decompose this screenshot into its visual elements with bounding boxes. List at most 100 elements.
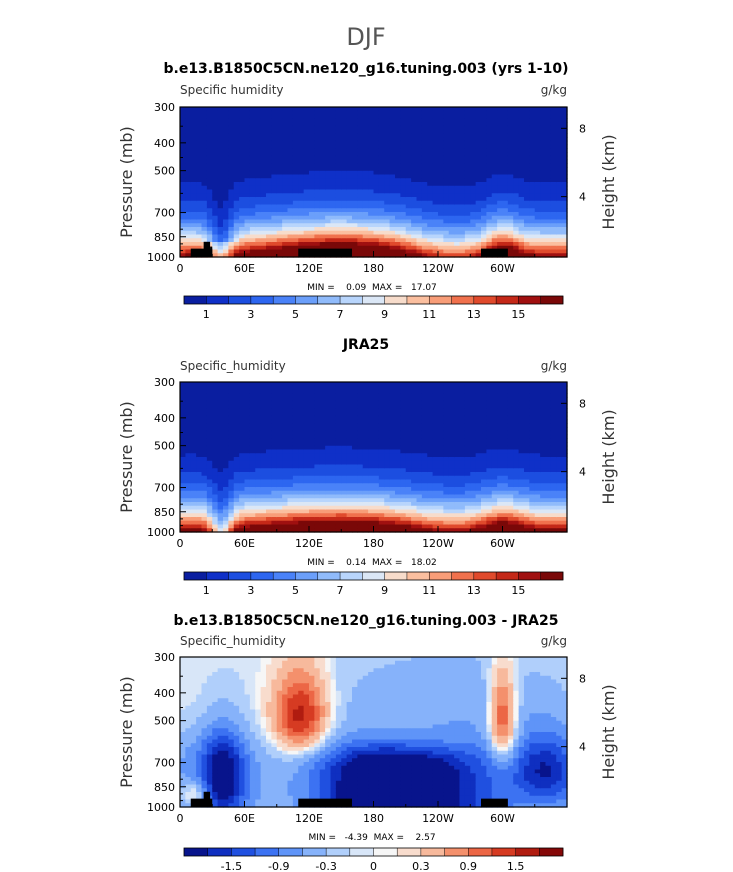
heatmap-cell	[384, 170, 391, 176]
heatmap-cell	[529, 148, 536, 153]
heatmap-cell	[459, 133, 466, 138]
heatmap-cell	[416, 125, 423, 131]
heatmap-cell	[432, 528, 439, 533]
heatmap-cell	[438, 163, 444, 168]
heatmap-cell	[421, 118, 428, 123]
heatmap-cell	[438, 460, 444, 466]
heatmap-cell	[373, 227, 380, 232]
heatmap-cell	[260, 490, 267, 496]
heatmap-cell	[303, 487, 310, 492]
heatmap-cell	[266, 393, 272, 398]
heatmap-cell	[491, 189, 498, 194]
heatmap-cell	[298, 193, 305, 198]
heatmap-cell	[217, 382, 224, 387]
heatmap-cell	[309, 193, 315, 198]
heatmap-cell	[411, 513, 418, 518]
heatmap-cell	[260, 464, 267, 469]
heatmap-cell	[368, 494, 375, 499]
heatmap-cell	[357, 125, 364, 131]
heatmap-cell	[287, 479, 294, 484]
heatmap-cell	[212, 412, 219, 417]
heatmap-cell	[287, 453, 294, 458]
heatmap-cell	[314, 385, 321, 391]
heatmap-cell	[481, 155, 487, 161]
heatmap-cell	[352, 249, 358, 254]
heatmap-cell	[513, 167, 520, 172]
heatmap-cell	[190, 174, 197, 179]
heatmap-cell	[335, 152, 342, 157]
heatmap-cell	[196, 427, 203, 432]
heatmap-cell	[228, 253, 235, 258]
heatmap-cell	[282, 464, 289, 469]
heatmap-cell	[368, 404, 375, 409]
heatmap-cell	[373, 479, 380, 484]
heatmap-cell	[303, 464, 310, 469]
heatmap-cell	[260, 415, 267, 421]
heatmap-cell	[292, 517, 299, 522]
heatmap-cell	[378, 144, 385, 149]
heatmap-cell	[185, 449, 192, 454]
heatmap-cell	[341, 479, 348, 484]
heatmap-cell	[524, 148, 530, 153]
heatmap-cell	[292, 475, 299, 481]
heatmap-cell	[518, 242, 525, 247]
heatmap-cell	[486, 114, 493, 119]
heatmap-cell	[346, 445, 353, 451]
heatmap-cell	[443, 148, 450, 153]
heatmap-cell	[309, 412, 315, 417]
heatmap-cell	[373, 118, 380, 123]
heatmap-cell	[233, 152, 240, 157]
heatmap-cell	[233, 148, 240, 153]
heatmap-cell	[255, 400, 262, 406]
heatmap-cell	[303, 122, 310, 127]
heatmap-cell	[518, 174, 525, 179]
heatmap-cell	[335, 408, 342, 413]
heatmap-cell	[292, 442, 299, 447]
heatmap-cell	[470, 140, 477, 146]
heatmap-cell	[529, 245, 536, 251]
heatmap-cell	[330, 502, 337, 507]
heatmap-cell	[524, 193, 530, 198]
heatmap-cell	[540, 238, 547, 243]
heatmap-cell	[507, 137, 514, 142]
heatmap-cell	[223, 434, 229, 439]
heatmap-cell	[201, 208, 208, 213]
heatmap-cell	[260, 129, 267, 134]
heatmap-cell	[481, 107, 487, 112]
heatmap-cell	[405, 494, 412, 499]
heatmap-cell	[352, 133, 358, 138]
heatmap-cell	[287, 430, 294, 436]
heatmap-cell	[411, 110, 418, 116]
heatmap-cell	[206, 223, 213, 228]
heatmap-cell	[223, 114, 229, 119]
heatmap-cell	[378, 385, 385, 391]
heatmap-cell	[346, 159, 353, 164]
heatmap-cell	[212, 528, 219, 533]
heatmap-cell	[180, 212, 186, 217]
heatmap-cell	[432, 502, 439, 507]
heatmap-cell	[319, 445, 326, 451]
heatmap-cell	[276, 434, 283, 439]
heatmap-cell	[395, 412, 401, 417]
heatmap-cell	[352, 215, 358, 221]
heatmap-cell	[389, 204, 396, 209]
heatmap-cell	[378, 163, 385, 168]
heatmap-cell	[486, 242, 493, 247]
heatmap-cell	[206, 182, 213, 187]
heatmap-cell	[454, 122, 461, 127]
heatmap-cell	[341, 185, 348, 191]
heatmap-cell	[421, 382, 428, 387]
heatmap-cell	[357, 385, 364, 391]
heatmap-cell	[411, 449, 418, 454]
heatmap-cell	[416, 140, 423, 146]
heatmap-cell	[497, 245, 504, 251]
heatmap-cell	[319, 520, 326, 526]
heatmap-cell	[276, 430, 283, 436]
heatmap-cell	[378, 152, 385, 157]
heatmap-cell	[292, 513, 299, 518]
heatmap-cell	[491, 238, 498, 243]
heatmap-cell	[266, 520, 272, 526]
heatmap-cell	[180, 457, 186, 462]
heatmap-cell	[233, 174, 240, 179]
heatmap-cell	[276, 427, 283, 432]
